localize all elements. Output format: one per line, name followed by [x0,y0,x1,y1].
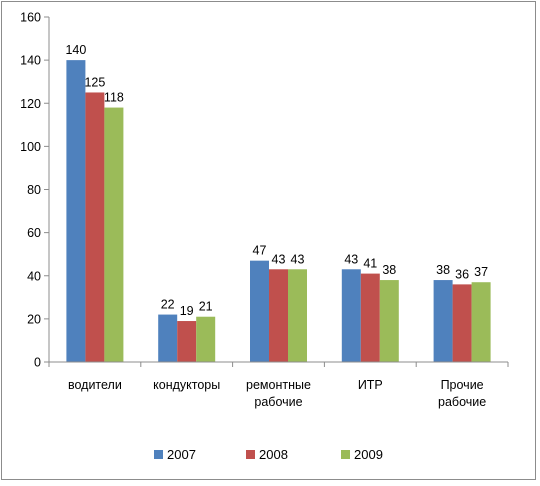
bar-2007-0 [66,60,86,362]
y-tick-label: 120 [20,97,41,111]
bar-2008-4 [452,284,472,362]
legend-label: 2007 [167,447,196,462]
chart-frame: 0 20 40 60 80 100 120 140 160 140 22 47 43 38 125 19 43… [1,1,536,480]
y-axis-ticks: 0 20 40 60 80 100 120 140 160 [20,11,49,370]
data-label: 41 [363,257,377,271]
data-label: 118 [104,91,124,105]
y-tick-label: 40 [27,269,41,283]
y-tick-label: 20 [27,312,41,326]
axes [48,17,509,367]
bar-2008-2 [269,269,288,362]
category-labels: водители кондукторы ремонтные рабочие ИТР Про… [68,378,486,409]
category-label: рабочие [254,395,302,409]
category-label: кондукторы [153,378,220,392]
legend-swatch-2009 [341,450,350,459]
y-tick-label: 160 [20,11,41,25]
data-label: 38 [436,263,450,277]
data-label: 140 [65,43,86,57]
bars [66,60,491,362]
data-label: 21 [199,300,213,314]
data-label: 19 [180,304,194,318]
bar-2009-4 [471,282,491,362]
y-tick-label: 100 [20,140,41,154]
bar-2008-1 [177,321,197,362]
bar-2009-1 [196,316,216,362]
data-label: 43 [291,252,305,266]
category-label: ИТР [358,378,383,392]
legend-label: 2008 [259,447,288,462]
data-label: 43 [272,252,286,266]
data-label: 43 [344,252,358,266]
y-tick-label: 60 [27,226,41,240]
category-label: водители [68,378,122,392]
legend: 2007 2008 2009 [154,447,383,462]
bar-chart: 0 20 40 60 80 100 120 140 160 140 22 47 43 38 125 19 43… [20,11,509,462]
data-labels: 140 22 47 43 38 125 19 43 41 36 118 21 43 38 37 [65,43,488,318]
legend-label: 2009 [354,447,383,462]
bar-2008-0 [85,92,105,362]
legend-swatch-2008 [246,450,255,459]
y-tick-label: 140 [20,54,41,68]
category-label: Прочие [441,378,484,392]
y-tick-label: 0 [34,356,41,370]
bar-2007-3 [341,269,361,362]
y-tick-label: 80 [27,183,41,197]
data-label: 37 [474,265,488,279]
bar-2009-0 [104,107,124,362]
category-label: рабочие [438,395,486,409]
data-label: 22 [161,298,175,312]
category-label: ремонтные [246,378,311,392]
bar-2009-2 [288,269,307,362]
data-label: 47 [253,244,267,258]
legend-swatch-2007 [154,450,163,459]
data-label: 125 [84,75,105,89]
bar-2007-1 [158,314,178,362]
data-label: 36 [455,267,469,281]
bar-2007-2 [250,260,269,362]
bar-2008-3 [360,273,380,362]
bar-2007-4 [433,280,453,362]
bar-2009-3 [379,280,399,362]
data-label: 38 [382,263,396,277]
